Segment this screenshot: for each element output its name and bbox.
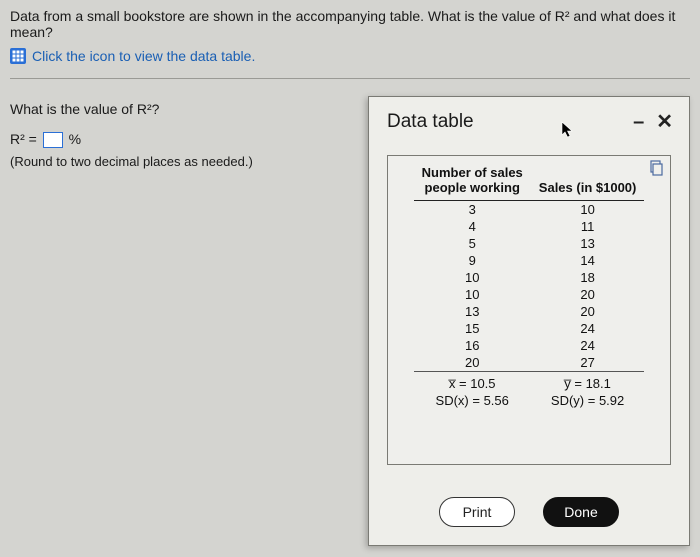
table-row: 310 — [414, 200, 645, 218]
col1-header: Number of sales people working — [414, 164, 531, 200]
table-row: 2027 — [414, 354, 645, 372]
dialog-title: Data table — [387, 111, 627, 133]
table-summary-row: x̅ = 10.5y̅ = 18.1 — [414, 371, 645, 392]
sub-question: What is the value of R²? — [10, 101, 340, 117]
table-row: 1320 — [414, 303, 645, 320]
r2-input[interactable] — [43, 132, 63, 148]
table-row: 1624 — [414, 337, 645, 354]
copy-icon[interactable] — [648, 160, 664, 181]
data-table-icon[interactable] — [10, 48, 26, 64]
table-row: 1018 — [414, 269, 645, 286]
rounding-hint: (Round to two decimal places as needed.) — [10, 154, 340, 169]
data-table: Number of sales people working Sales (in… — [414, 164, 645, 409]
r-squared-equation: R² = % — [10, 131, 340, 148]
col2-header: Sales (in $1000) — [531, 164, 645, 200]
table-row: 513 — [414, 235, 645, 252]
r2-label-post: % — [69, 131, 81, 147]
question-text: Data from a small bookstore are shown in… — [0, 0, 700, 44]
done-button[interactable]: Done — [543, 497, 619, 527]
table-row: 411 — [414, 218, 645, 235]
table-summary-row: SD(x) = 5.56SD(y) = 5.92 — [414, 392, 645, 409]
table-row: 1524 — [414, 320, 645, 337]
table-row: 914 — [414, 252, 645, 269]
data-table-dialog: Data table – ✕ Number of sales people — [368, 96, 690, 546]
r2-label-pre: R² = — [10, 131, 37, 147]
minimize-button[interactable]: – — [627, 112, 650, 132]
table-row: 1020 — [414, 286, 645, 303]
print-button[interactable]: Print — [439, 497, 515, 527]
data-table-link[interactable]: Click the icon to view the data table. — [32, 48, 255, 64]
close-button[interactable]: ✕ — [650, 112, 679, 132]
dialog-body: Number of sales people working Sales (in… — [387, 155, 671, 465]
